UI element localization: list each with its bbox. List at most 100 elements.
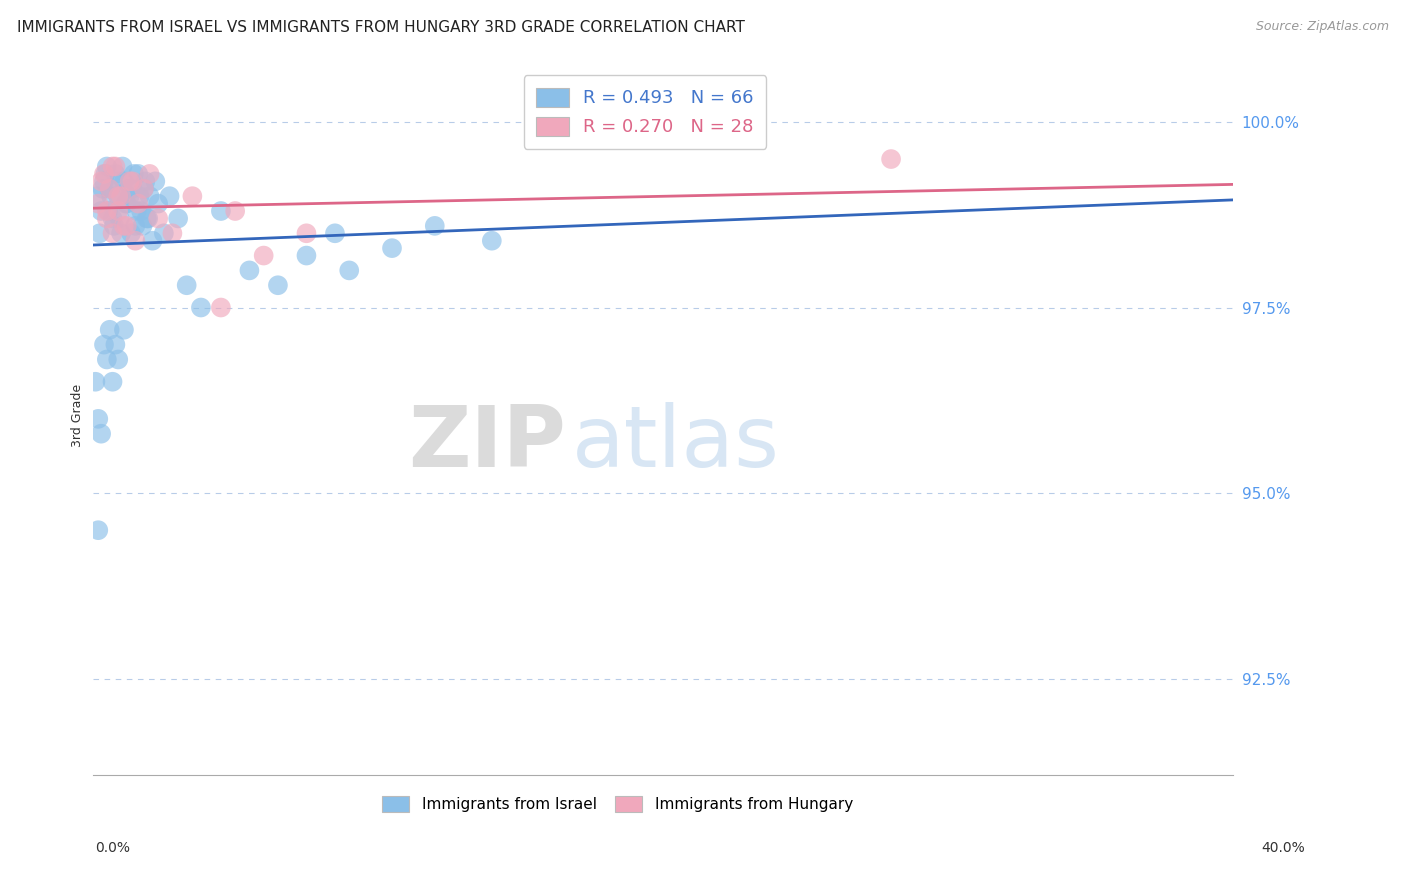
Point [112, 174, 135, 188]
Point [131, 219, 153, 233]
Point [121, 174, 143, 188]
Point [101, 375, 124, 389]
Point [90, 426, 112, 441]
Point [381, 241, 404, 255]
Point [104, 160, 127, 174]
Text: 40.0%: 40.0% [1261, 841, 1305, 855]
Point [101, 160, 124, 174]
Point [98, 323, 121, 337]
Point [100, 189, 122, 203]
Point [481, 234, 503, 248]
Legend: Immigrants from Israel, Immigrants from Hungary: Immigrants from Israel, Immigrants from … [373, 787, 862, 822]
Point [132, 182, 155, 196]
Point [190, 301, 212, 315]
Point [87, 523, 110, 537]
Point [162, 227, 184, 241]
Point [146, 211, 169, 226]
Point [136, 211, 159, 226]
Point [112, 323, 135, 337]
Point [295, 227, 318, 241]
Point [96, 160, 118, 174]
Text: IMMIGRANTS FROM ISRAEL VS IMMIGRANTS FROM HUNGARY 3RD GRADE CORRELATION CHART: IMMIGRANTS FROM ISRAEL VS IMMIGRANTS FRO… [17, 20, 745, 35]
Point [89, 227, 111, 241]
Point [98, 182, 121, 196]
Point [132, 182, 155, 196]
Point [93, 174, 115, 188]
Y-axis label: 3rd Grade: 3rd Grade [72, 384, 84, 447]
Point [267, 278, 290, 293]
Point [115, 196, 138, 211]
Point [124, 234, 146, 248]
Point [97, 204, 120, 219]
Point [167, 211, 190, 226]
Point [181, 189, 204, 203]
Point [134, 174, 156, 188]
Point [143, 174, 166, 188]
Text: ZIP: ZIP [408, 402, 567, 485]
Point [295, 248, 318, 262]
Point [253, 248, 276, 262]
Point [87, 196, 110, 211]
Point [129, 204, 152, 219]
Point [104, 167, 127, 181]
Point [108, 211, 131, 226]
Point [127, 167, 149, 181]
Point [96, 352, 118, 367]
Point [93, 167, 115, 181]
Point [135, 211, 157, 226]
Point [337, 263, 360, 277]
Text: atlas: atlas [572, 402, 780, 485]
Point [105, 174, 128, 188]
Point [90, 174, 112, 188]
Point [90, 204, 112, 219]
Point [107, 189, 129, 203]
Point [107, 352, 129, 367]
Point [121, 182, 143, 196]
Point [128, 189, 150, 203]
Point [84, 375, 107, 389]
Point [209, 204, 232, 219]
Point [125, 204, 148, 219]
Point [91, 182, 114, 196]
Point [238, 263, 260, 277]
Point [107, 204, 129, 219]
Point [146, 196, 169, 211]
Point [127, 196, 149, 211]
Point [138, 189, 160, 203]
Point [110, 189, 132, 203]
Point [101, 227, 124, 241]
Point [224, 204, 246, 219]
Point [110, 227, 132, 241]
Point [96, 211, 118, 226]
Point [138, 167, 160, 181]
Point [115, 219, 138, 233]
Point [114, 196, 136, 211]
Point [96, 204, 118, 219]
Text: 0.0%: 0.0% [96, 841, 131, 855]
Point [880, 152, 903, 166]
Point [122, 167, 145, 181]
Point [103, 219, 125, 233]
Point [111, 160, 134, 174]
Point [176, 278, 198, 293]
Point [423, 219, 446, 233]
Point [98, 182, 121, 196]
Point [110, 301, 132, 315]
Point [107, 189, 129, 203]
Point [86, 189, 108, 203]
Point [159, 189, 181, 203]
Point [323, 227, 346, 241]
Point [124, 219, 146, 233]
Point [118, 189, 141, 203]
Point [118, 174, 141, 188]
Point [112, 219, 135, 233]
Text: Source: ZipAtlas.com: Source: ZipAtlas.com [1256, 20, 1389, 33]
Point [120, 227, 142, 241]
Point [87, 412, 110, 426]
Point [153, 227, 176, 241]
Point [101, 211, 124, 226]
Point [117, 182, 139, 196]
Point [94, 167, 117, 181]
Point [93, 337, 115, 351]
Point [209, 301, 232, 315]
